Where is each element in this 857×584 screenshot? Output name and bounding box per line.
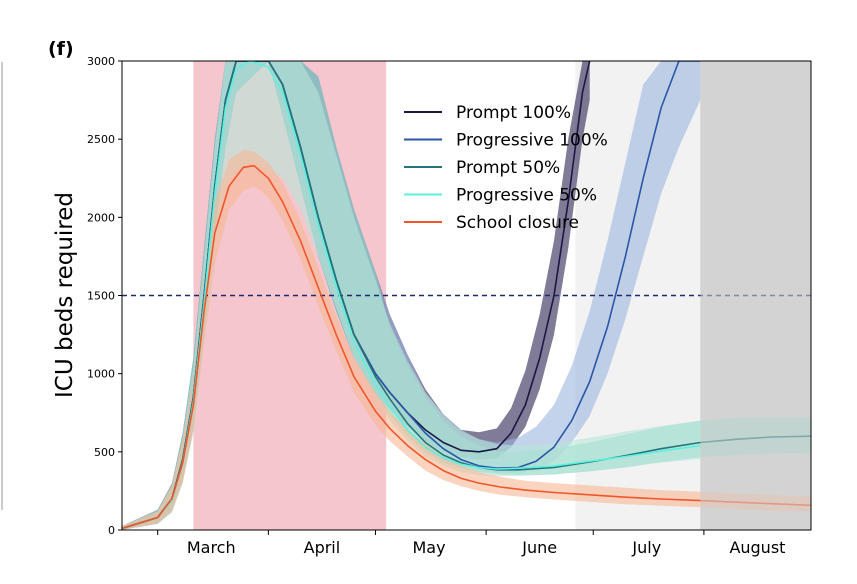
- month-label-4: June: [521, 538, 557, 557]
- legend: Prompt 100% Progressive 100% Prompt 50% Pro…: [404, 103, 608, 233]
- legend-label-4: Progressive 50%: [456, 186, 597, 206]
- legend-label-2: Progressive 100%: [456, 131, 608, 151]
- month-label-3: May: [412, 538, 445, 557]
- y-tick-label-1500: 1500: [87, 290, 115, 303]
- y-tick-label-500: 500: [94, 446, 115, 459]
- legend-label-1: Prompt 100%: [456, 103, 571, 123]
- axes: 0 500 1000 1500 2000 2500 3000 March April May Jun…: [87, 55, 812, 557]
- month-label-1: March: [187, 538, 236, 557]
- month-label-6: August: [729, 538, 785, 557]
- month-label-5: July: [631, 538, 661, 557]
- month-label-2: April: [304, 538, 341, 557]
- y-tick-label-3000: 3000: [87, 55, 115, 68]
- late-period-overlay: [700, 61, 811, 530]
- series-lines: [122, 61, 811, 530]
- y-tick-label-0: 0: [108, 524, 115, 537]
- legend-label-3: Prompt 50%: [456, 158, 560, 178]
- uncertainty-bands: [122, 61, 811, 530]
- y-tick-label-2000: 2000: [87, 211, 115, 224]
- panel-label: (f): [48, 38, 74, 60]
- legend-label-5: School closure: [456, 213, 579, 233]
- series-line-5: [122, 164, 811, 530]
- band-5: [122, 150, 811, 530]
- band-2: [122, 61, 701, 530]
- y-axis-label: ICU beds required: [52, 192, 78, 398]
- y-tick-label-1000: 1000: [87, 368, 115, 381]
- y-tick-label-2500: 2500: [87, 133, 115, 146]
